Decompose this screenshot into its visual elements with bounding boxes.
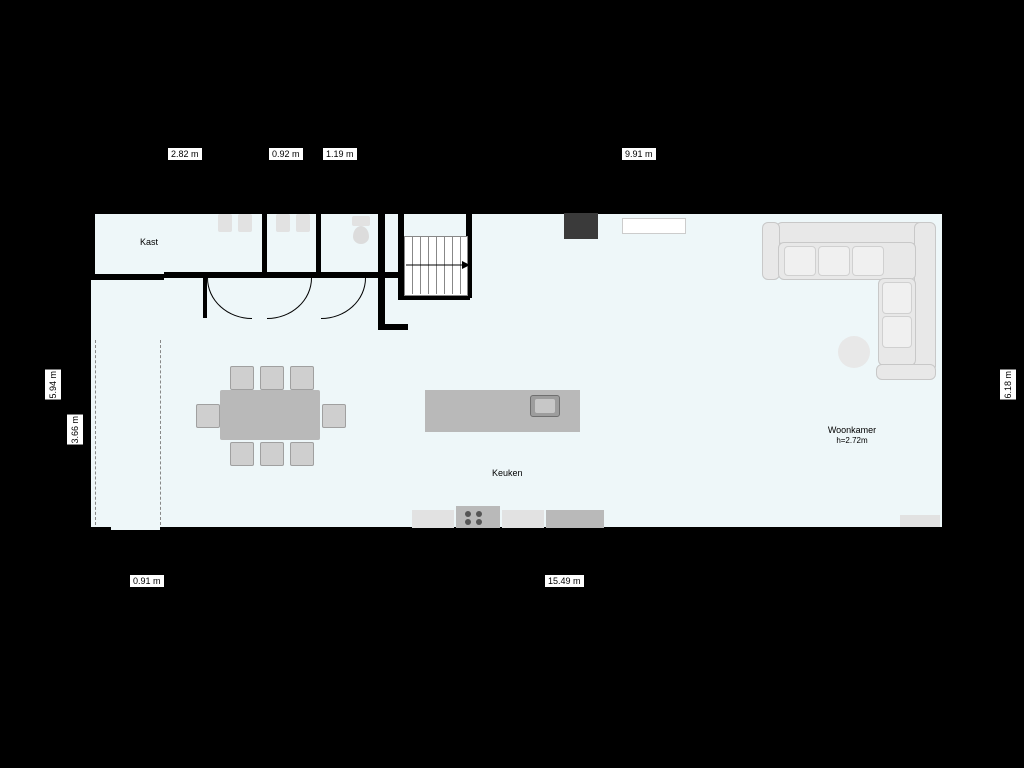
sink-icon [530,395,560,417]
hob-icon [462,509,494,527]
dining-table [220,390,320,440]
chair-r [322,404,346,428]
fixture-kast-1 [218,214,232,232]
stair-arrow-icon [404,258,470,272]
cushion-1 [784,246,816,276]
toilet-bowl [353,226,369,244]
dim-left-0: 5.94 m [45,370,61,400]
cab-1 [412,510,454,528]
cab-3 [546,510,604,528]
wall-left-upper [89,208,95,280]
chair-l [196,404,220,428]
wall-bl [91,527,111,533]
dim-right-0: 6.18 m [1000,370,1016,400]
chair-b3 [290,442,314,466]
stair-bottom [378,324,408,330]
cushion-4 [882,282,912,314]
appliance-1 [622,218,686,234]
label-kast: Kast [140,237,158,247]
dim-top-0: 2.82 m [168,148,202,160]
sofa-back-top [776,222,930,244]
sofa-back-right [914,222,936,372]
fixture-closet-1 [276,214,290,232]
part-v3 [378,212,385,330]
woonkamer-sub: h=2.72m [836,436,867,445]
toilet-tank [352,216,370,226]
chair-t3 [290,366,314,390]
woonkamer-name: Woonkamer [828,425,876,435]
opening-left [95,340,96,525]
cushion-5 [882,316,912,348]
dark-block [564,213,598,239]
dim-left-1: 3.66 m [67,415,83,445]
dim-bottom-0: 0.91 m [130,575,164,587]
part-v1 [262,212,267,276]
threshold-br [900,515,940,527]
cab-2 [502,510,544,528]
label-keuken: Keuken [492,468,523,478]
sofa-arm-bottom [876,364,936,380]
wall-left-notch-h [89,274,164,280]
coffee-table [838,336,870,368]
fixture-kast-2 [238,214,252,232]
part-v2 [316,212,321,276]
opening-left2 [160,340,161,525]
dim-bottom-1: 15.49 m [545,575,584,587]
dim-top-3: 9.91 m [622,148,656,160]
label-woonkamer: Woonkamer h=2.72m [812,425,892,445]
dim-top-2: 1.19 m [323,148,357,160]
chair-t2 [260,366,284,390]
fixture-closet-2 [296,214,310,232]
chair-t1 [230,366,254,390]
cushion-3 [852,246,884,276]
dim-top-1: 0.92 m [269,148,303,160]
chair-b2 [260,442,284,466]
cushion-2 [818,246,850,276]
chair-b1 [230,442,254,466]
wall-right [942,208,948,533]
